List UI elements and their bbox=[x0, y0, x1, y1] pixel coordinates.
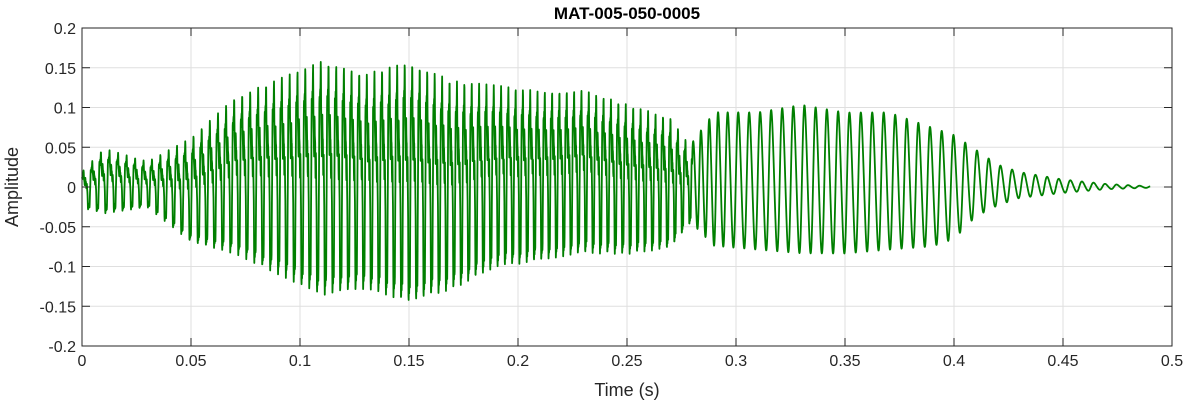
y-axis-ticks: 0.2 0.15 0.1 0.05 0 -0.05 -0.1 -0.15 -0.2 bbox=[40, 21, 1172, 356]
y-tick-label: -0.2 bbox=[48, 339, 76, 356]
x-tick-label: 0 bbox=[78, 353, 87, 370]
y-tick-label: 0.15 bbox=[45, 61, 76, 78]
y-tick-label: -0.1 bbox=[48, 260, 76, 277]
x-tick-label: 0.25 bbox=[611, 353, 642, 370]
y-tick-label: 0 bbox=[67, 180, 76, 197]
x-tick-label: 0.5 bbox=[1161, 353, 1183, 370]
waveform-series bbox=[81, 61, 1151, 301]
y-axis-label: Amplitude bbox=[2, 147, 22, 227]
x-tick-label: 0.1 bbox=[289, 353, 311, 370]
x-tick-label: 0.45 bbox=[1047, 353, 1078, 370]
chart-title: MAT-005-050-0005 bbox=[554, 4, 700, 23]
x-tick-label: 0.35 bbox=[829, 353, 860, 370]
y-tick-label: -0.15 bbox=[40, 299, 77, 316]
y-tick-label: 0.2 bbox=[54, 21, 76, 38]
x-tick-label: 0.4 bbox=[943, 353, 965, 370]
x-tick-label: 0.05 bbox=[175, 353, 206, 370]
waveform-line bbox=[81, 61, 1151, 301]
x-tick-label: 0.15 bbox=[393, 353, 424, 370]
y-tick-label: 0.1 bbox=[54, 101, 76, 118]
x-axis-label: Time (s) bbox=[594, 380, 659, 400]
y-tick-label: -0.05 bbox=[40, 220, 77, 237]
x-tick-label: 0.3 bbox=[725, 353, 747, 370]
x-axis-ticks: 0 0.05 0.1 0.15 0.2 0.25 0.3 0.35 0.4 0.45 0.5 bbox=[78, 28, 1183, 370]
y-tick-label: 0.05 bbox=[45, 140, 76, 157]
x-tick-label: 0.2 bbox=[507, 353, 529, 370]
